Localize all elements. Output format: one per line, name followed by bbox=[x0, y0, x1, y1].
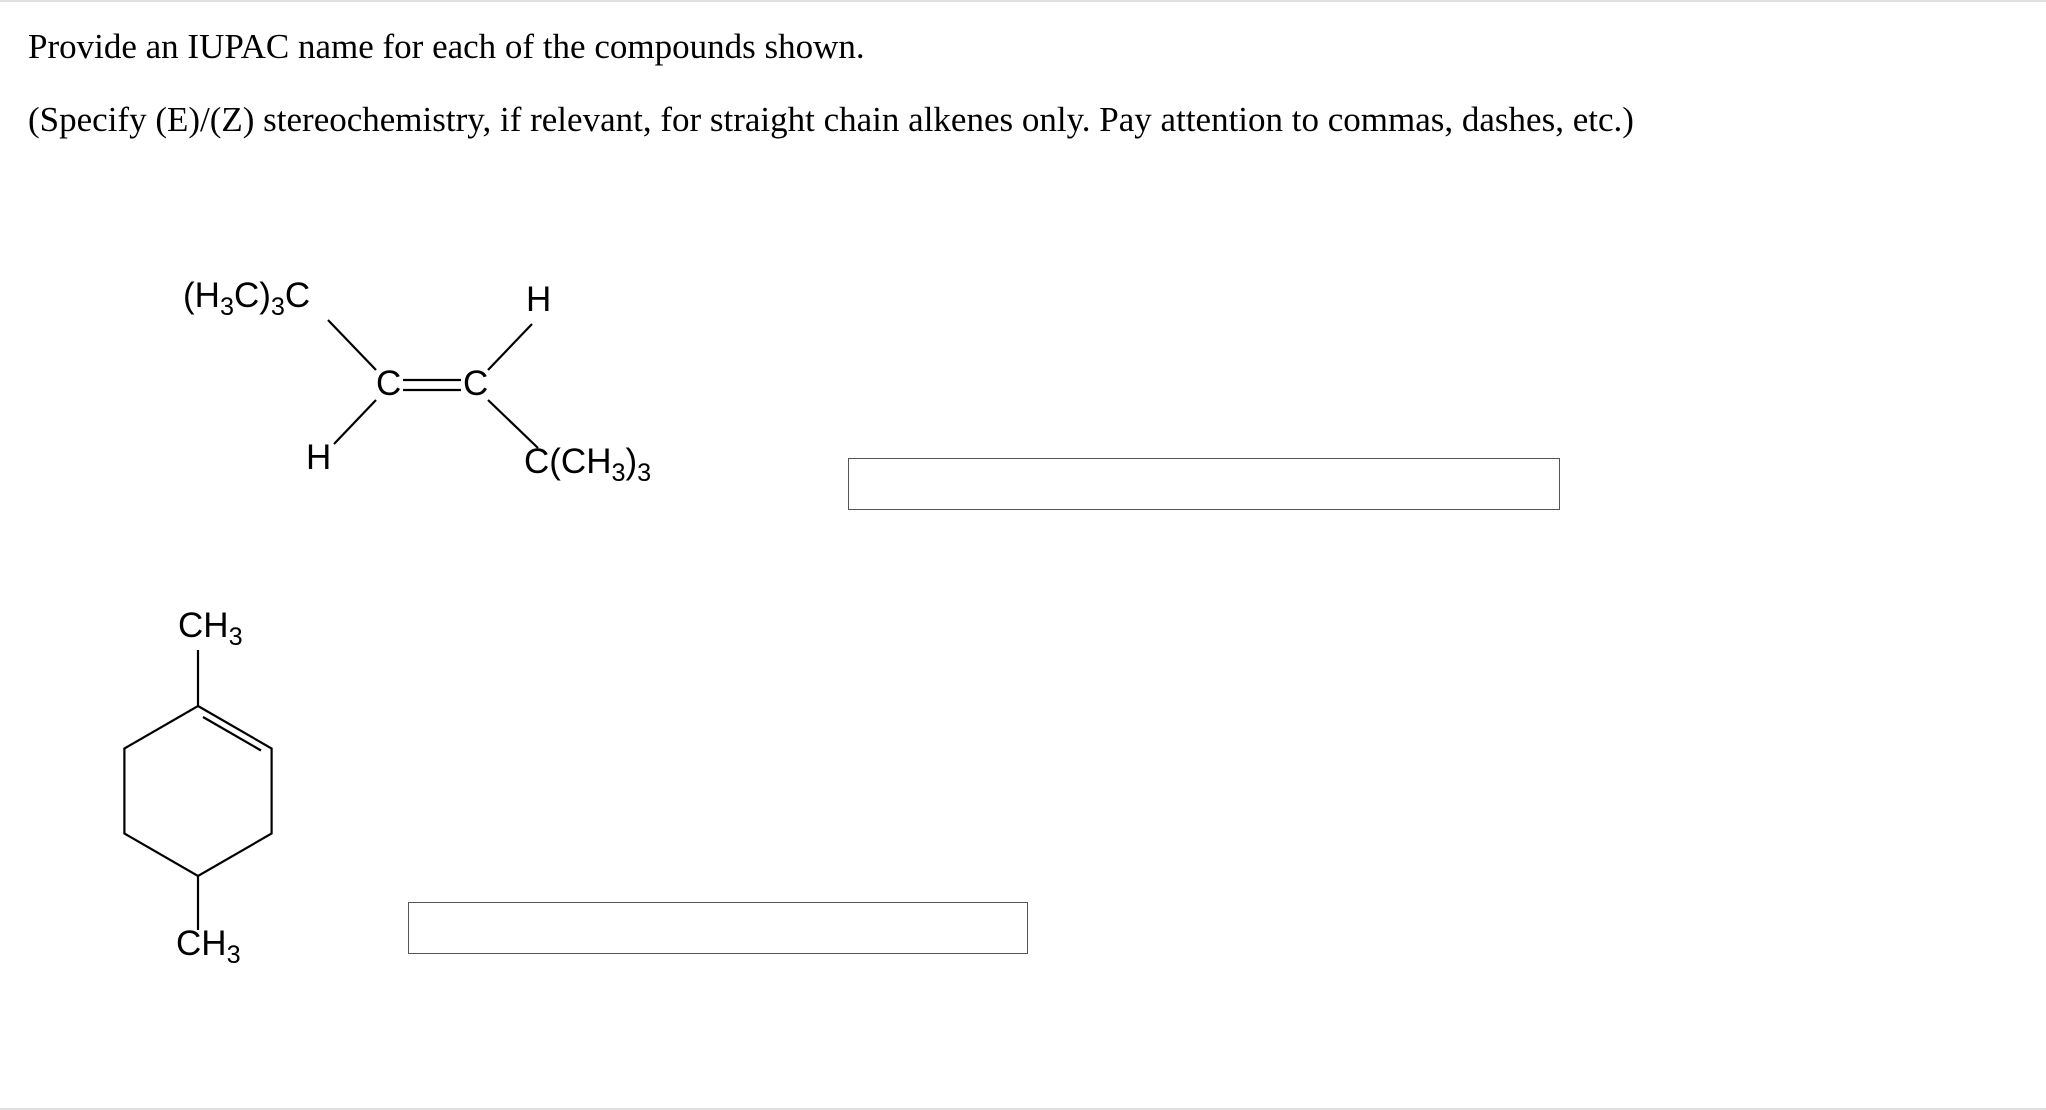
s1-right-c: C bbox=[463, 364, 488, 404]
compound-row-1: (H3C)3C H C C H C(CH3)3 bbox=[28, 266, 2018, 516]
structure-1: (H3C)3C H C C H C(CH3)3 bbox=[128, 266, 688, 516]
s1-bottom-left-h: H bbox=[306, 438, 331, 478]
compound-row-2: CH3 CH3 bbox=[28, 576, 2018, 956]
structure-2: CH3 CH3 bbox=[98, 576, 358, 956]
s2-top-methyl: CH3 bbox=[178, 606, 243, 652]
s1-top-left-substituent: (H3C)3C bbox=[183, 276, 310, 322]
prompt-line-1: Provide an IUPAC name for each of the co… bbox=[28, 22, 2018, 73]
s1-top-right-h: H bbox=[526, 280, 551, 320]
answer-input-1[interactable] bbox=[848, 458, 1560, 510]
prompt-line-2: (Specify (E)/(Z) stereochemistry, if rel… bbox=[28, 95, 2018, 146]
s2-bottom-methyl: CH3 bbox=[176, 924, 241, 970]
s1-bottom-right-substituent: C(CH3)3 bbox=[524, 442, 651, 488]
content-area: (H3C)3C H C C H C(CH3)3 bbox=[28, 266, 2018, 956]
answer-input-2[interactable] bbox=[408, 902, 1028, 954]
s1-left-c: C bbox=[376, 364, 401, 404]
page-container: Provide an IUPAC name for each of the co… bbox=[0, 0, 2046, 1110]
